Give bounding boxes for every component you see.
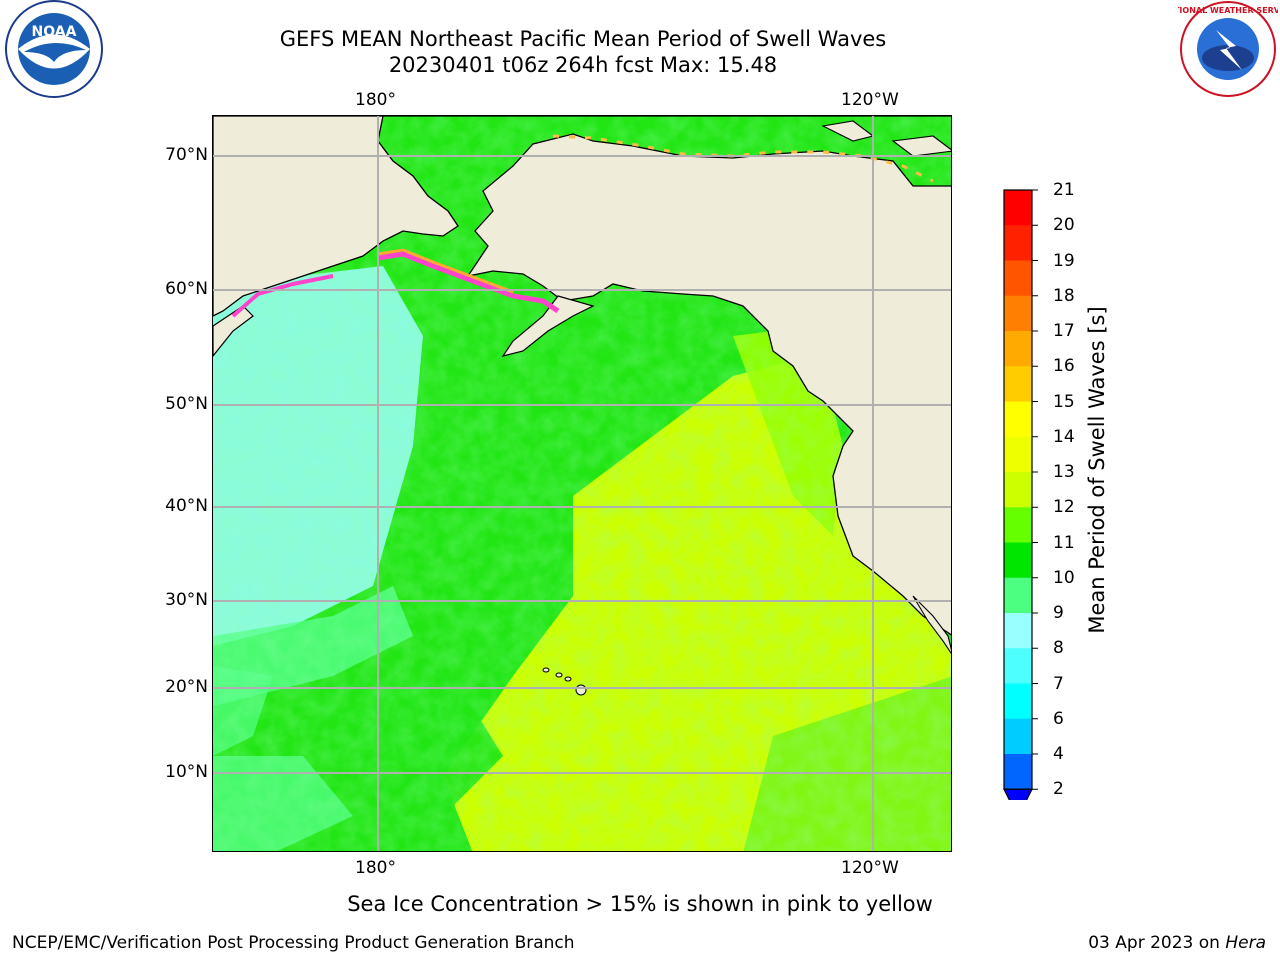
colorbar-band — [1004, 331, 1032, 367]
lon-tick-bottom-180: 180° — [355, 858, 396, 878]
lon-tick-top-120w: 120°W — [841, 90, 899, 110]
title-line-1: GEFS MEAN Northeast Pacific Mean Period … — [279, 27, 887, 51]
nws-logo-text: NATIONAL WEATHER SERVICE — [1178, 6, 1278, 15]
map-canvas — [213, 116, 951, 851]
noaa-logo-text: NOAA — [32, 24, 77, 40]
colorbar-band — [1004, 472, 1032, 508]
colorbar-label: Mean Period of Swell Waves [s] — [1085, 306, 1109, 634]
colorbar-tick-label: 8 — [1053, 638, 1064, 659]
lat-tick-60: 60°N — [165, 279, 208, 299]
chart-title: GEFS MEAN Northeast Pacific Mean Period … — [0, 26, 1166, 78]
colorbar-band — [1004, 366, 1032, 402]
colorbar-tick-label: 20 — [1053, 215, 1075, 236]
colorbar-band — [1004, 542, 1032, 579]
colorbar-band — [1004, 260, 1032, 297]
lon-tick-bottom-120w: 120°W — [841, 858, 899, 878]
colorbar-band — [1004, 718, 1032, 755]
lat-tick-10: 10°N — [165, 762, 208, 782]
colorbar-tick-label: 16 — [1053, 356, 1075, 377]
footer-date: 03 Apr 2023 on Hera — [1088, 933, 1266, 953]
arctic-sea-ice — [552, 134, 934, 183]
asia-land — [213, 116, 459, 317]
colorbar-band — [1004, 683, 1032, 720]
colorbar-band — [1004, 401, 1032, 438]
footer-host: Hera — [1225, 933, 1266, 953]
lat-tick-40: 40°N — [165, 496, 208, 516]
colorbar-tick-label: 13 — [1053, 462, 1075, 482]
lat-tick-20: 20°N — [165, 677, 208, 697]
colorbar-tick-label: 10 — [1053, 567, 1075, 588]
colorbar-band — [1004, 436, 1032, 473]
north-america-land — [213, 116, 951, 636]
colorbar-band — [1004, 577, 1032, 614]
colorbar-band — [1004, 225, 1032, 261]
colorbar-band — [1004, 754, 1032, 790]
colorbar-band — [1004, 507, 1032, 543]
colorbar-tick-label: 6 — [1053, 708, 1064, 729]
colorbar-tick-label: 4 — [1053, 744, 1064, 764]
arctic-island-2 — [891, 135, 951, 157]
colorbar-tick-label: 12 — [1053, 497, 1075, 518]
colorbar-extend-triangle — [1003, 788, 1033, 800]
lat-tick-50: 50°N — [165, 394, 208, 414]
map-frame — [212, 115, 952, 852]
colorbar-tick-label: 21 — [1053, 180, 1075, 200]
colorbar-tick-label: 9 — [1053, 603, 1064, 623]
colorbar-band — [1004, 613, 1032, 649]
lon-tick-top-180: 180° — [355, 90, 396, 110]
lat-tick-30: 30°N — [165, 590, 208, 610]
colorbar-tick-label: 11 — [1053, 532, 1075, 553]
colorbar — [1003, 189, 1038, 800]
colorbar-tick-label: 18 — [1053, 285, 1075, 306]
colorbar-band — [1004, 648, 1032, 684]
colorbar-tick-label: 7 — [1053, 673, 1064, 694]
sea-ice-edge — [377, 251, 560, 314]
colorbar-outline — [1003, 189, 1033, 790]
title-line-2: 20230401 t06z 264h fcst Max: 15.48 — [388, 53, 778, 77]
sea-ice-note: Sea Ice Concentration > 15% is shown in … — [347, 892, 933, 916]
colorbar-tick-label: 15 — [1053, 391, 1075, 412]
colorbar-tick-label: 17 — [1053, 321, 1075, 341]
alaska-peninsula — [501, 295, 595, 357]
colorbar-band — [1004, 190, 1032, 226]
nws-logo: NATIONAL WEATHER SERVICE — [1178, 1, 1278, 97]
noaa-logo: NOAA — [5, 0, 103, 98]
baja-california — [912, 595, 951, 654]
graticule — [213, 116, 951, 851]
footer-date-text: 03 Apr 2023 on — [1088, 933, 1220, 953]
colorbar-tick-label: 2 — [1053, 779, 1064, 800]
sea-ice-edge-inner — [377, 248, 514, 294]
footer-organization: NCEP/EMC/Verification Post Processing Pr… — [12, 933, 575, 953]
colorbar-tick-label: 14 — [1053, 426, 1075, 447]
colorbar-tick-label: 19 — [1053, 250, 1075, 271]
colorbar-band — [1004, 295, 1032, 332]
lat-tick-70: 70°N — [165, 145, 208, 165]
